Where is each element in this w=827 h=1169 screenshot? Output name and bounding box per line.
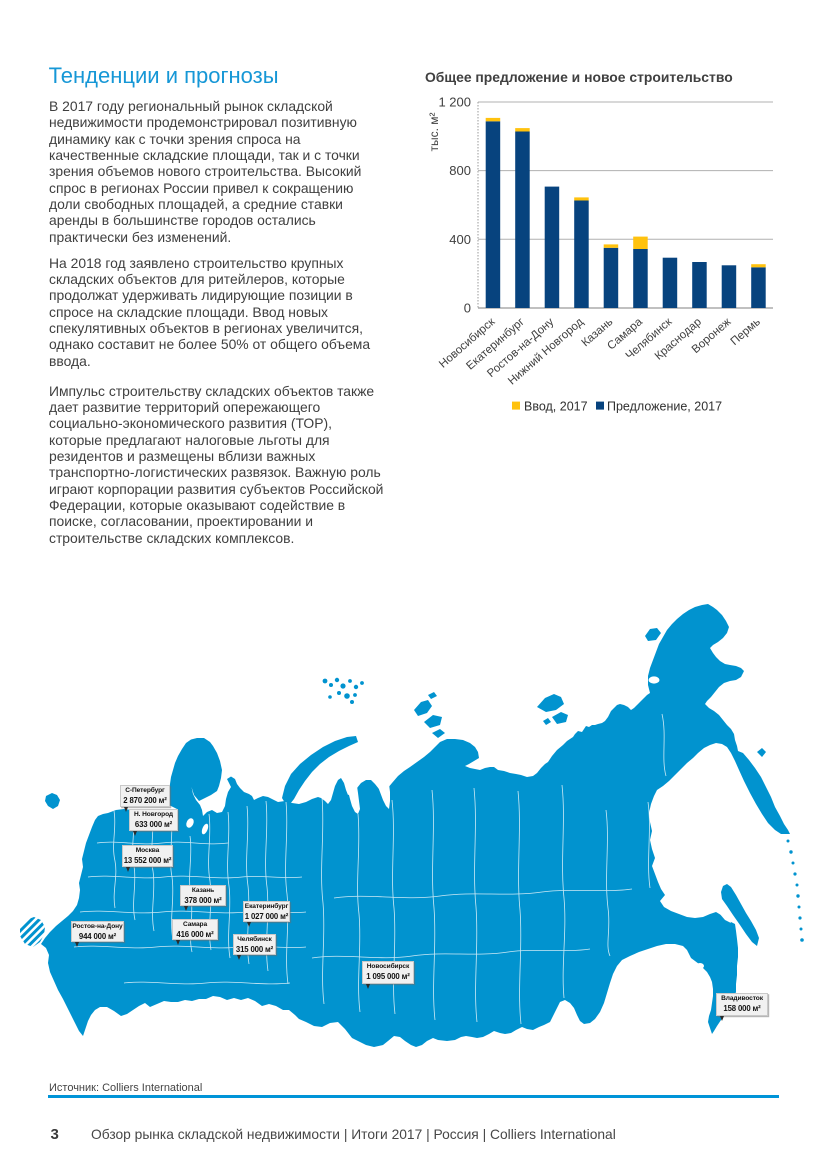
svg-text:1 200: 1 200 (438, 95, 471, 110)
svg-text:тыс. м²: тыс. м² (427, 112, 441, 151)
svg-text:800: 800 (449, 163, 471, 178)
svg-text:0: 0 (464, 301, 471, 316)
svg-text:400: 400 (449, 232, 471, 247)
svg-text:Пермь: Пермь (729, 316, 763, 348)
svg-text:Предложение, 2017: Предложение, 2017 (607, 400, 722, 414)
svg-text:Ввод, 2017: Ввод, 2017 (524, 400, 588, 414)
